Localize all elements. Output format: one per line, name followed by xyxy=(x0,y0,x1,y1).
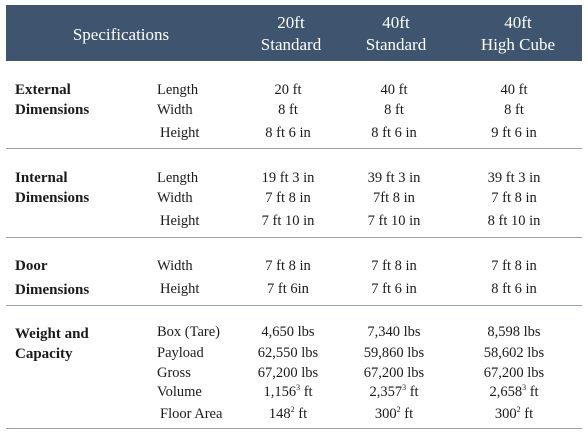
table-cell: 8 ft 6 in xyxy=(265,125,311,141)
table-cell: 40 ft xyxy=(380,82,408,98)
table-cell: 1482 ft xyxy=(228,405,348,423)
value-unit: ft xyxy=(300,384,313,400)
table-cell: 8,598 lbs xyxy=(487,324,541,340)
row-label: Floor Area xyxy=(160,406,223,422)
table-cell: 3002 ft xyxy=(454,405,574,423)
table-cell: 7 ft 6 in xyxy=(371,281,417,297)
header-40ft-high-cube-line1: 40ft xyxy=(504,13,532,32)
group-label-line: Dimensions xyxy=(15,102,90,118)
row-label: Volume xyxy=(157,384,202,400)
row-label: Width xyxy=(157,258,193,274)
table-cell: 7 ft 8 in xyxy=(265,190,311,206)
row-label: Length xyxy=(157,170,199,186)
table-cell: 9 ft 6 in xyxy=(491,125,537,141)
group-door-dimensions: Door Dimensions xyxy=(15,256,89,300)
value-number: 1,156 xyxy=(263,384,297,400)
table-cell: 7 ft 8 in xyxy=(491,258,537,274)
unit-exponent: 3 xyxy=(402,383,407,392)
group-external-dimensions: External Dimensions xyxy=(15,80,89,120)
header-20ft-standard: 20ft Standard xyxy=(241,12,341,56)
table-cell: 19 ft 3 in xyxy=(261,170,315,186)
row-label: Height xyxy=(160,281,200,297)
row-label: Gross xyxy=(157,365,191,381)
group-label-line: Weight and xyxy=(15,326,89,342)
table-cell: 7 ft 10 in xyxy=(261,213,315,229)
table-cell: 8 ft 6 in xyxy=(371,125,417,141)
row-label: Length xyxy=(157,82,199,98)
table-cell: 7 ft 6in xyxy=(267,281,309,297)
table-cell: 67,200 lbs xyxy=(363,365,425,381)
value-number: 300 xyxy=(374,406,397,422)
table-cell: 39 ft 3 in xyxy=(487,170,541,186)
table-cell: 67,200 lbs xyxy=(483,365,545,381)
table-cell: 1,1563 ft xyxy=(228,383,348,401)
value-unit: ft xyxy=(526,384,539,400)
table-cell: 7ft 8 in xyxy=(373,190,415,206)
value-number: 2,658 xyxy=(489,384,523,400)
table-cell: 7 ft 8 in xyxy=(491,190,537,206)
row-label: Height xyxy=(160,125,200,141)
table-cell: 8 ft xyxy=(384,102,404,118)
group-label-line: Internal xyxy=(15,170,68,186)
table-cell: 59,860 lbs xyxy=(363,345,425,361)
table-cell: 3002 ft xyxy=(334,405,454,423)
header-40ft-standard-line2: Standard xyxy=(365,35,427,54)
table-cell: 4,650 lbs xyxy=(261,324,315,340)
unit-exponent: 2 xyxy=(396,405,401,414)
table-cell: 62,550 lbs xyxy=(257,345,319,361)
table-cell: 58,602 lbs xyxy=(483,345,545,361)
row-label: Width xyxy=(157,102,193,118)
value-number: 148 xyxy=(268,406,291,422)
table-cell: 7 ft 8 in xyxy=(265,258,311,274)
header-specifications: Specifications xyxy=(72,25,170,44)
group-label-line: Capacity xyxy=(15,346,73,362)
table-cell: 7 ft 8 in xyxy=(371,258,417,274)
group-label-line: Door xyxy=(15,258,48,274)
unit-exponent: 3 xyxy=(296,383,301,392)
table-cell: 7 ft 10 in xyxy=(367,213,421,229)
header-20ft-standard-line2: Standard xyxy=(260,35,322,54)
row-label: Payload xyxy=(157,345,204,361)
table-cell: 2,6583 ft xyxy=(454,383,574,401)
table-cell: 40 ft xyxy=(500,82,528,98)
group-label-line: Dimensions xyxy=(15,282,90,298)
section-divider xyxy=(6,148,582,149)
unit-exponent: 2 xyxy=(516,405,521,414)
table-cell: 8 ft 10 in xyxy=(487,213,541,229)
header-40ft-high-cube-line2: High Cube xyxy=(480,35,556,54)
table-cell: 20 ft xyxy=(274,82,302,98)
value-number: 2,357 xyxy=(369,384,403,400)
row-label: Box (Tare) xyxy=(157,324,220,340)
table-cell: 67,200 lbs xyxy=(257,365,319,381)
table-cell: 7,340 lbs xyxy=(367,324,421,340)
group-label-line: Dimensions xyxy=(15,190,90,206)
unit-exponent: 2 xyxy=(290,405,295,414)
table-cell: 8 ft xyxy=(504,102,524,118)
table-cell: 39 ft 3 in xyxy=(367,170,421,186)
section-divider xyxy=(6,237,582,238)
value-unit: ft xyxy=(400,406,414,422)
group-weight-capacity: Weight and Capacity xyxy=(15,324,89,364)
value-unit: ft xyxy=(406,384,419,400)
group-internal-dimensions: Internal Dimensions xyxy=(15,168,89,208)
value-unit: ft xyxy=(520,406,534,422)
table-cell: 2,3573 ft xyxy=(334,383,454,401)
section-divider xyxy=(6,305,582,306)
table-cell: 8 ft 6 in xyxy=(491,281,537,297)
header-20ft-standard-line1: 20ft xyxy=(277,13,305,32)
header-40ft-standard: 40ft Standard xyxy=(346,12,446,56)
value-unit: ft xyxy=(294,406,308,422)
unit-exponent: 3 xyxy=(522,383,527,392)
row-label: Height xyxy=(160,213,200,229)
table-cell: 8 ft xyxy=(278,102,298,118)
value-number: 300 xyxy=(494,406,517,422)
table-header: Specifications 20ft Standard 40ft Standa… xyxy=(6,5,582,61)
header-40ft-standard-line1: 40ft xyxy=(382,13,410,32)
table-bottom-border xyxy=(6,428,582,429)
group-label-line: External xyxy=(15,82,71,98)
row-label: Width xyxy=(157,190,193,206)
header-40ft-high-cube: 40ft High Cube xyxy=(460,12,576,56)
